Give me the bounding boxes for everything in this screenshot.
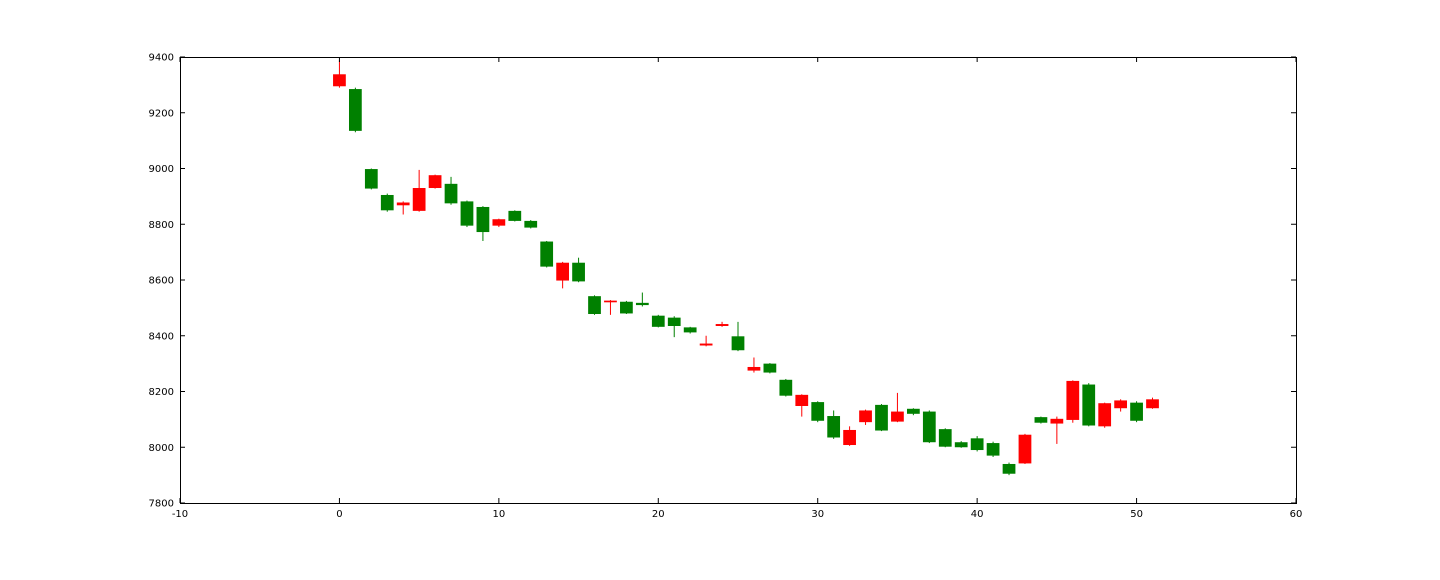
x-tick-label: -10 xyxy=(172,509,188,520)
candle-body xyxy=(412,188,426,211)
candle-body xyxy=(635,302,649,306)
candle-body xyxy=(1018,434,1032,464)
x-tick-label: 50 xyxy=(1130,509,1143,520)
candle-body xyxy=(396,202,410,206)
candle-body xyxy=(348,89,362,131)
candle-body xyxy=(476,206,490,233)
candle-body xyxy=(683,327,697,333)
candle-body xyxy=(524,220,538,228)
candle-body xyxy=(891,411,904,422)
candle-body xyxy=(556,262,570,281)
y-tick-label: 9000 xyxy=(149,164,174,175)
candle-body xyxy=(364,169,378,189)
candle-body xyxy=(827,416,841,438)
candle-body xyxy=(588,296,601,315)
candle-body xyxy=(875,404,888,431)
plot-frame xyxy=(180,57,1297,504)
candle-body xyxy=(604,300,617,303)
candle-body xyxy=(1034,417,1048,423)
candle-body xyxy=(667,317,681,326)
candle-body xyxy=(747,366,761,371)
y-tick-label: 9200 xyxy=(149,108,174,119)
candle-body xyxy=(1146,399,1159,409)
candle-body xyxy=(492,219,506,226)
candle-body xyxy=(763,363,777,373)
candle-body xyxy=(986,443,1000,456)
candle-body xyxy=(1050,418,1064,424)
y-tick-label: 9400 xyxy=(149,53,174,64)
x-tick-label: 40 xyxy=(971,509,984,520)
candle-body xyxy=(906,408,920,414)
candle-body xyxy=(444,183,458,204)
candle-body xyxy=(651,315,665,327)
candle-body xyxy=(1066,380,1080,420)
candle-body xyxy=(922,411,936,443)
candle-body xyxy=(508,210,522,221)
x-tick-label: 20 xyxy=(652,509,665,520)
candle-body xyxy=(859,410,872,423)
candle-body xyxy=(460,201,474,226)
candle-body xyxy=(1098,403,1112,427)
candle-body xyxy=(1082,384,1096,426)
candle-body xyxy=(715,324,729,326)
x-tick-label: 30 xyxy=(811,509,824,520)
candle-body xyxy=(428,175,442,189)
candle-body xyxy=(843,429,856,446)
candle-body xyxy=(731,336,745,351)
candle-body xyxy=(1002,463,1016,474)
candle-body xyxy=(333,74,346,87)
y-tick-label: 8800 xyxy=(149,220,174,231)
x-tick-label: 60 xyxy=(1290,509,1303,520)
candle-body xyxy=(620,301,633,314)
y-tick-label: 8200 xyxy=(149,387,174,398)
x-tick-label: 0 xyxy=(336,509,342,520)
candle-body xyxy=(380,194,394,211)
candle-body xyxy=(1114,400,1128,409)
candle-body xyxy=(699,343,713,346)
candles-layer xyxy=(333,60,1159,476)
candle-body xyxy=(970,438,984,451)
ticks-layer: -10 0 10 20 30 40 50 60 7800 8000 8200 8400 8600 8800… xyxy=(149,53,1303,521)
candle-body xyxy=(540,241,554,267)
y-tick-label: 8600 xyxy=(149,276,174,287)
candle-body xyxy=(938,429,952,447)
y-tick-label: 8000 xyxy=(149,443,174,454)
candle-body xyxy=(795,394,809,406)
candle-body xyxy=(811,402,825,421)
y-tick-label: 8400 xyxy=(149,331,174,342)
x-tick-label: 10 xyxy=(492,509,505,520)
candle-body xyxy=(1130,402,1143,421)
y-tick-label: 7800 xyxy=(149,499,174,510)
candle-body xyxy=(572,262,585,282)
candle-body xyxy=(954,442,968,448)
candle-body xyxy=(779,379,793,396)
